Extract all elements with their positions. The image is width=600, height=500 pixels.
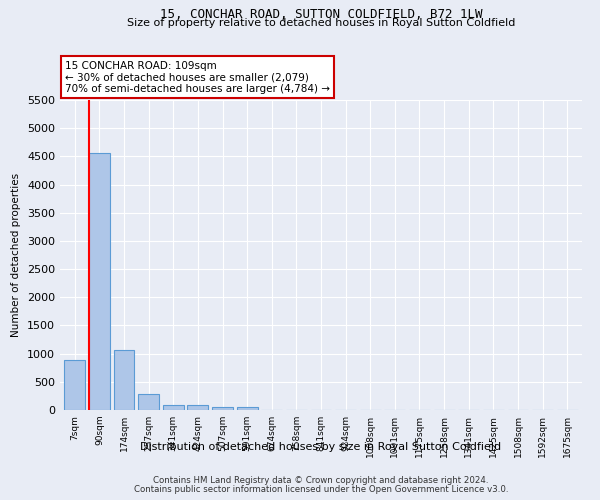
Bar xyxy=(64,360,85,410)
Text: Size of property relative to detached houses in Royal Sutton Coldfield: Size of property relative to detached ho… xyxy=(127,18,515,28)
Text: 15 CONCHAR ROAD: 109sqm
← 30% of detached houses are smaller (2,079)
70% of semi: 15 CONCHAR ROAD: 109sqm ← 30% of detache… xyxy=(65,60,330,94)
Bar xyxy=(212,407,233,410)
Bar xyxy=(89,153,110,410)
Text: Contains public sector information licensed under the Open Government Licence v3: Contains public sector information licen… xyxy=(134,485,508,494)
Text: Contains HM Land Registry data © Crown copyright and database right 2024.: Contains HM Land Registry data © Crown c… xyxy=(153,476,489,485)
Bar xyxy=(138,394,159,410)
Text: Distribution of detached houses by size in Royal Sutton Coldfield: Distribution of detached houses by size … xyxy=(140,442,502,452)
Y-axis label: Number of detached properties: Number of detached properties xyxy=(11,173,22,337)
Bar xyxy=(113,350,134,410)
Bar xyxy=(163,405,184,410)
Bar xyxy=(187,406,208,410)
Text: 15, CONCHAR ROAD, SUTTON COLDFIELD, B72 1LW: 15, CONCHAR ROAD, SUTTON COLDFIELD, B72 … xyxy=(160,8,482,20)
Bar xyxy=(236,407,257,410)
